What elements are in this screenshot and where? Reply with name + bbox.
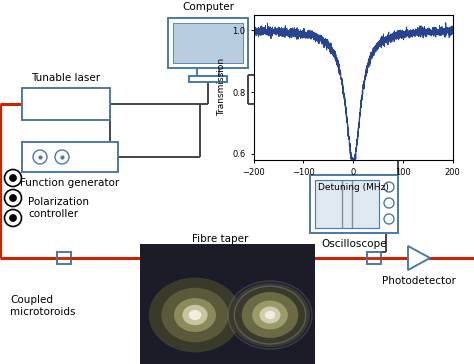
Circle shape	[9, 214, 17, 222]
Ellipse shape	[265, 311, 275, 319]
Bar	[22, 88, 110, 120]
Bar	[315, 180, 379, 228]
Y-axis label: Transmission: Transmission	[218, 58, 227, 116]
Text: Fibre taper: Fibre taper	[192, 234, 248, 244]
Ellipse shape	[252, 301, 288, 329]
Polygon shape	[408, 246, 430, 270]
Text: Coupled
microtoroids: Coupled microtoroids	[10, 295, 75, 317]
Ellipse shape	[242, 292, 298, 338]
Bar	[197, 68, 219, 76]
Circle shape	[384, 182, 394, 192]
Text: Oscilloscope: Oscilloscope	[321, 239, 387, 249]
Circle shape	[4, 170, 21, 186]
Circle shape	[384, 214, 394, 224]
Bar	[22, 142, 118, 172]
Text: Function generator: Function generator	[20, 178, 119, 188]
Bar	[140, 244, 315, 364]
Text: Tunable laser: Tunable laser	[31, 73, 100, 83]
Text: Photodetector: Photodetector	[382, 276, 456, 286]
Circle shape	[4, 210, 21, 226]
Ellipse shape	[149, 278, 241, 352]
Bar	[189, 76, 227, 82]
Bar	[168, 18, 248, 68]
Ellipse shape	[259, 306, 281, 324]
Text: Computer: Computer	[182, 2, 234, 12]
Bar	[367, 252, 381, 264]
Circle shape	[9, 194, 17, 202]
Ellipse shape	[174, 298, 216, 332]
Ellipse shape	[189, 310, 201, 320]
Circle shape	[33, 150, 47, 164]
Circle shape	[55, 150, 69, 164]
Bar	[310, 175, 398, 233]
Ellipse shape	[182, 305, 208, 325]
Bar	[57, 252, 71, 264]
Circle shape	[384, 198, 394, 208]
Circle shape	[4, 190, 21, 206]
Circle shape	[9, 174, 17, 182]
Bar	[173, 23, 243, 63]
X-axis label: Detuning (MHz): Detuning (MHz)	[318, 183, 389, 192]
Text: Polarization
controller: Polarization controller	[28, 197, 89, 219]
Ellipse shape	[162, 288, 228, 342]
Ellipse shape	[230, 283, 310, 347]
